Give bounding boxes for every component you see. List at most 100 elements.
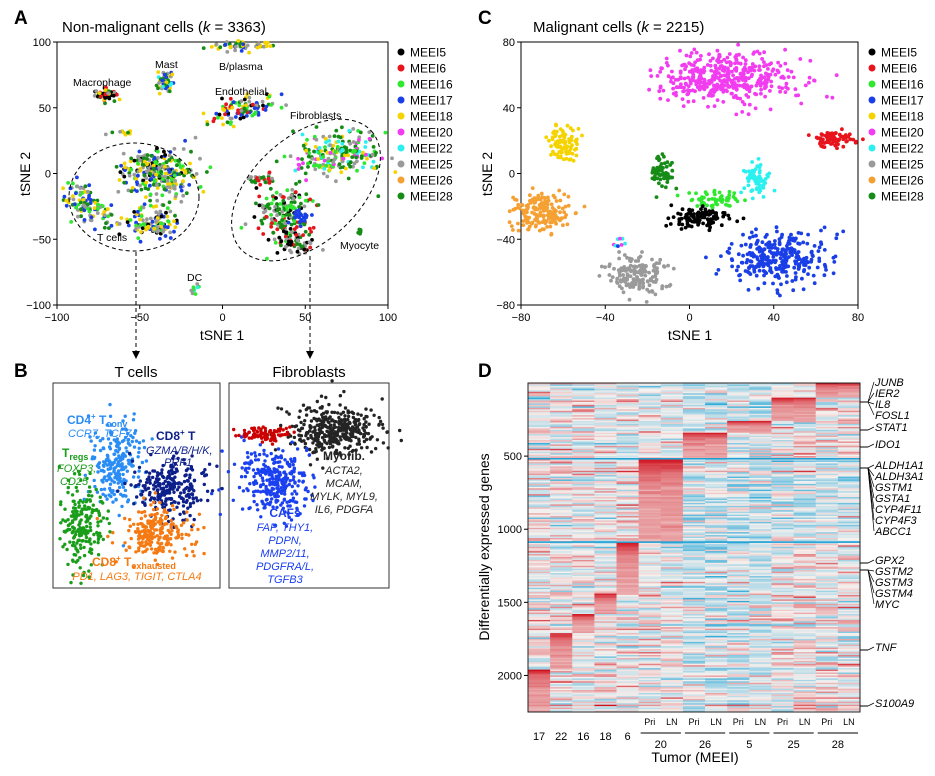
data-point: [145, 217, 149, 222]
data-point: [785, 274, 789, 278]
data-point: [705, 63, 710, 67]
data-point: [325, 174, 330, 179]
data-point: [158, 472, 162, 476]
data-point: [369, 450, 374, 454]
data-point: [200, 471, 204, 476]
data-point: [307, 240, 312, 245]
data-point: [152, 535, 157, 539]
data-point: [208, 165, 213, 170]
data-point: [706, 104, 710, 109]
data-point: [194, 172, 199, 176]
data-point: [654, 195, 659, 200]
data-point: [157, 174, 162, 179]
data-point: [253, 454, 258, 458]
data-point: [739, 190, 743, 195]
data-point: [362, 439, 367, 444]
data-point: [332, 134, 337, 139]
data-point: [73, 202, 77, 207]
data-point: [648, 68, 653, 73]
data-point: [173, 213, 177, 218]
data-point: [369, 408, 373, 412]
data-point: [299, 420, 303, 425]
data-point: [301, 161, 305, 166]
data-point: [372, 413, 376, 417]
data-point: [267, 170, 272, 175]
data-point: [296, 167, 301, 171]
data-point: [102, 213, 107, 218]
y-tick-label: −80: [496, 300, 515, 312]
data-point: [664, 61, 669, 65]
data-point: [136, 161, 140, 166]
data-point: [687, 61, 691, 66]
data-point: [301, 403, 306, 407]
data-point: [819, 228, 823, 233]
data-point: [136, 154, 141, 159]
data-point: [113, 458, 118, 462]
data-point: [111, 500, 115, 504]
data-point: [303, 198, 308, 203]
data-point: [167, 185, 172, 190]
data-point: [161, 203, 166, 208]
data-point: [562, 145, 567, 149]
data-point: [137, 465, 142, 470]
data-point: [312, 450, 317, 454]
data-point: [658, 85, 663, 90]
data-point: [205, 122, 210, 127]
data-point: [99, 487, 104, 492]
data-point: [233, 115, 238, 119]
legend-label: MEEI26: [881, 174, 924, 188]
data-point: [256, 226, 261, 231]
data-point: [380, 397, 384, 401]
y-tick-label: −40: [496, 234, 515, 246]
data-point: [262, 452, 266, 456]
data-point: [295, 492, 299, 496]
data-point: [662, 161, 667, 166]
data-point: [259, 218, 264, 223]
data-point: [276, 406, 280, 410]
legend-label: MEEI25: [410, 158, 453, 172]
data-point: [737, 76, 741, 81]
data-point: [305, 137, 309, 142]
data-point: [280, 218, 284, 222]
data-point: [147, 475, 151, 479]
data-point: [728, 204, 732, 208]
data-point: [151, 166, 156, 171]
data-point: [708, 79, 713, 83]
data-point: [116, 481, 120, 485]
data-point: [274, 196, 278, 200]
data-point: [327, 134, 332, 139]
data-point: [170, 529, 174, 533]
data-point: [284, 212, 289, 217]
data-point: [374, 446, 378, 451]
data-point: [123, 414, 127, 418]
data-point: [341, 425, 345, 429]
data-point: [820, 137, 825, 142]
data-point: [759, 254, 763, 258]
panel-a-xlabel: tSNE 1: [200, 327, 245, 343]
data-point: [149, 153, 154, 158]
data-point: [793, 271, 798, 275]
data-point: [65, 547, 69, 552]
data-point: [647, 270, 651, 275]
data-point: [390, 156, 394, 161]
data-point: [737, 83, 742, 88]
data-point: [752, 253, 757, 258]
data-point: [176, 530, 180, 535]
data-point: [92, 448, 97, 452]
data-point: [157, 91, 162, 96]
data-point: [109, 461, 113, 465]
data-point: [202, 482, 206, 487]
data-point: [314, 431, 319, 436]
x-tick-label: −50: [130, 312, 149, 324]
data-point: [162, 187, 167, 192]
data-point: [302, 204, 307, 209]
data-point: [269, 201, 274, 206]
data-point: [685, 92, 690, 97]
data-point: [142, 496, 146, 500]
data-point: [563, 204, 568, 209]
data-point: [637, 284, 642, 289]
data-point: [115, 444, 119, 448]
data-point: [677, 217, 682, 222]
data-point: [297, 208, 301, 213]
marker-genes-line: FAP, THY1,: [257, 522, 313, 534]
